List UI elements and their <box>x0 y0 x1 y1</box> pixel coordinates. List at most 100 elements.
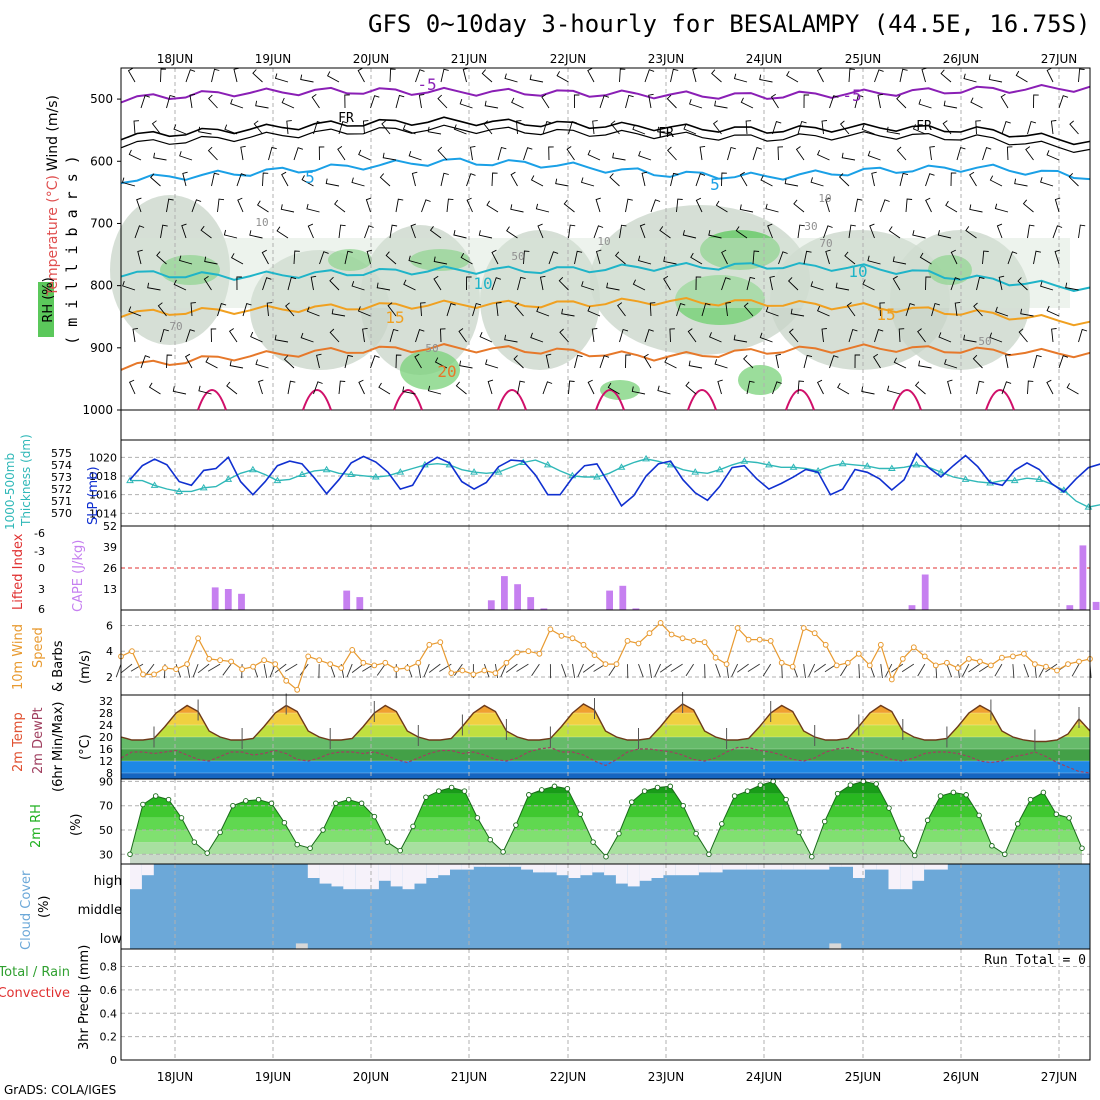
rh2m-point <box>667 783 674 790</box>
wind10m-barb <box>891 663 904 673</box>
wind-barb <box>666 94 677 109</box>
wind-barb <box>867 150 881 161</box>
rh2m-point <box>770 778 776 785</box>
wind-barb <box>523 147 533 161</box>
wind-barb <box>1046 150 1060 161</box>
wind10m-point <box>437 639 444 646</box>
wind-barb <box>236 173 247 187</box>
day-label-bottom: 18JUN <box>157 1070 194 1084</box>
wind-barb <box>587 149 601 161</box>
wind-barb <box>817 306 830 317</box>
wind-barb <box>316 353 322 369</box>
wind10m-barb <box>814 663 826 673</box>
wind-barb <box>918 360 932 369</box>
wind-barb <box>319 251 329 265</box>
isotherm-line-25 <box>785 389 815 411</box>
rh2m-point <box>217 829 223 836</box>
wind-barb <box>160 224 168 239</box>
wind-barb <box>829 95 839 109</box>
wind-barb <box>198 385 212 395</box>
wind-barb <box>625 354 631 369</box>
wind-barb <box>121 177 136 187</box>
wind10m-point <box>690 638 697 644</box>
wind-barb <box>160 68 167 83</box>
wind-barb <box>381 120 391 135</box>
rh-shading-area <box>700 230 780 270</box>
wind-barb <box>874 69 884 83</box>
wind-barb <box>184 353 193 369</box>
isotherm-line-20 <box>120 343 1091 371</box>
wind-barb <box>893 357 907 369</box>
wind-barb <box>687 328 697 343</box>
cloud-high-cell <box>734 864 747 870</box>
wind10m-barb <box>423 663 430 678</box>
wind10m-point <box>844 659 851 666</box>
rh2m-point <box>243 798 249 804</box>
rh-tick-label: 30 <box>99 848 113 861</box>
wind10m-point <box>646 630 653 637</box>
upper-air-label-temp: Temperature (°C) <box>45 175 61 297</box>
wind-barb <box>839 120 850 135</box>
wind10m-barb <box>685 663 694 677</box>
cape-bar <box>238 593 245 610</box>
wind-barb <box>1027 380 1034 395</box>
wind-barb <box>1001 381 1012 395</box>
wind-barb <box>778 251 788 265</box>
wind-barb <box>1058 355 1069 369</box>
cloud-high-cell <box>781 864 794 870</box>
wind-barb <box>370 95 380 109</box>
cloud-high-cell <box>533 864 545 873</box>
rh2m-unit-label: (%) <box>69 814 84 837</box>
wind-barb <box>950 172 957 187</box>
rh2m-point <box>796 829 802 836</box>
wind10m-barb <box>207 663 221 672</box>
wind-barb <box>344 250 353 265</box>
wind10m-point <box>734 625 741 631</box>
rh-shading-area <box>328 249 372 271</box>
wind10m-barb <box>731 663 739 677</box>
wind10m-label-2: Speed <box>31 627 46 668</box>
wind10m-point <box>151 671 157 678</box>
wind-barb <box>784 178 799 187</box>
rh2m-point <box>641 788 648 794</box>
wind10m-barb <box>747 663 760 672</box>
wind-barb <box>242 303 252 317</box>
wind-barb <box>593 225 604 239</box>
rh2m-point <box>345 796 352 803</box>
wind10m-barb <box>649 664 652 678</box>
rh-legend-swatch <box>38 282 54 337</box>
rh2m-point <box>847 782 854 788</box>
wind-barb <box>402 386 416 395</box>
wind-barb <box>329 276 340 291</box>
thickness-point <box>789 463 798 470</box>
wind10m-barb <box>500 663 507 678</box>
thickness-point <box>715 465 724 473</box>
wind-barb <box>252 69 263 83</box>
wind-barb <box>280 204 295 213</box>
rh2m-point <box>937 793 944 799</box>
run-total-text: Run Total = 0 <box>984 953 1086 968</box>
cloud-label: Cloud Cover <box>19 870 34 950</box>
wind10m-point <box>250 663 257 670</box>
rh2m-point <box>976 812 982 819</box>
wind-barb <box>364 225 374 239</box>
cloud-unit-label: (%) <box>37 896 52 919</box>
wind10m-barb <box>638 663 644 678</box>
rh2m-point <box>963 792 969 798</box>
wind-barb <box>790 308 805 317</box>
wind-barb <box>541 94 550 109</box>
wind10m-point <box>426 641 433 648</box>
rh2m-point <box>886 805 892 811</box>
wind-barb <box>255 100 269 109</box>
wind-barb <box>715 200 728 213</box>
wind-barb <box>639 223 646 239</box>
wind-barb <box>504 73 518 83</box>
wind10m-point <box>228 658 235 665</box>
wind-barb <box>610 120 620 135</box>
wind10m-point <box>217 657 224 664</box>
wind-barb <box>669 328 675 343</box>
thickness-point <box>371 472 380 480</box>
li-tick-label: 6 <box>38 603 45 616</box>
cloud-high-cell <box>319 864 332 884</box>
wind-barb <box>1046 379 1054 395</box>
